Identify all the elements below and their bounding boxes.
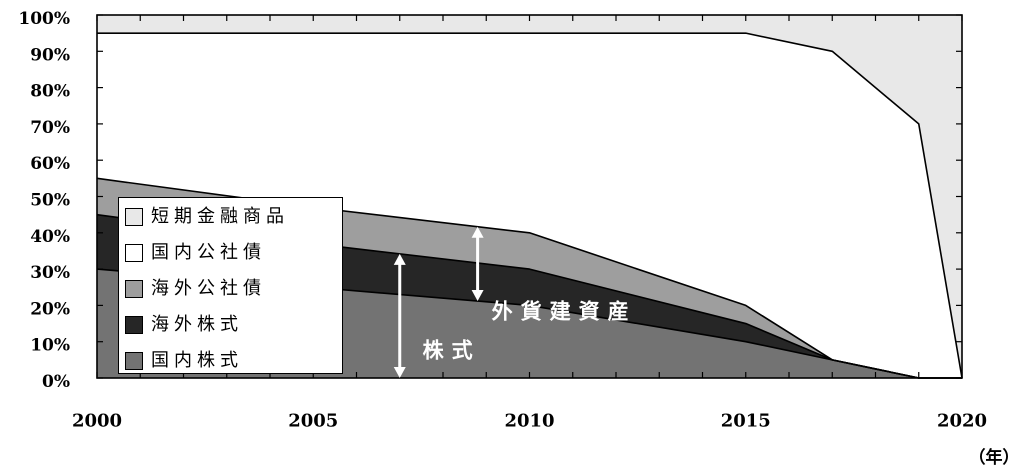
legend-label: 短期金融商品 (151, 206, 289, 227)
legend-item-foreign-stocks: 海外株式 (119, 307, 342, 343)
legend-label: 海外株式 (151, 314, 243, 335)
legend-item-domestic-bonds: 国内公社債 (119, 235, 342, 271)
arrow-head (393, 367, 406, 378)
legend-label: 海外公社債 (151, 278, 266, 299)
x-tick-label: 2015 (721, 411, 771, 432)
y-tick-label: 20% (30, 299, 70, 319)
y-tick-label: 50% (30, 191, 70, 211)
arrow-head (471, 290, 484, 302)
series-line-3 (97, 32, 963, 379)
annotation-stocks: 株式 (423, 338, 481, 363)
legend-item-foreign-bonds: 海外公社債 (119, 271, 342, 307)
legend-swatch (125, 208, 143, 226)
legend-item-domestic-stocks: 国内株式 (119, 343, 342, 379)
x-tick-label: 2010 (504, 411, 554, 432)
legend-label: 国内株式 (151, 350, 243, 371)
arrow-head (393, 253, 406, 265)
series-line-2 (96, 177, 962, 379)
y-tick-label: 0% (42, 372, 70, 392)
y-tick-label: 10% (30, 336, 70, 356)
y-tick-label: 90% (30, 45, 70, 65)
legend-item-short-term: 短期金融商品 (119, 199, 342, 235)
y-tick-label: 40% (30, 227, 70, 247)
legend-swatch (125, 316, 143, 334)
foreign-assets-arrow (471, 226, 484, 302)
legend-swatch (125, 352, 143, 370)
y-tick-label: 80% (30, 82, 70, 102)
x-axis-unit-label: （年） (969, 447, 1020, 468)
x-tick-label: 2020 (937, 411, 987, 432)
y-tick-label: 60% (30, 154, 70, 174)
y-tick-label: 70% (30, 118, 70, 138)
x-tick-label: 2000 (72, 411, 122, 432)
boundary-lines (96, 32, 963, 379)
legend-swatch (125, 244, 143, 262)
y-tick-label: 100% (18, 9, 70, 29)
annotation-foreign-assets: 外貨建資産 (492, 298, 637, 323)
x-tick-label: 2005 (288, 411, 338, 432)
area-series-3 (97, 33, 962, 379)
legend-label: 国内公社債 (151, 242, 266, 263)
y-tick-label: 30% (30, 263, 70, 283)
stocks-arrow (393, 253, 406, 378)
area-series-4 (97, 15, 962, 378)
legend-swatch (125, 280, 143, 298)
arrow-head (471, 226, 484, 238)
legend: 短期金融商品 国内公社債 海外公社債 海外株式 国内株式 (118, 197, 343, 374)
